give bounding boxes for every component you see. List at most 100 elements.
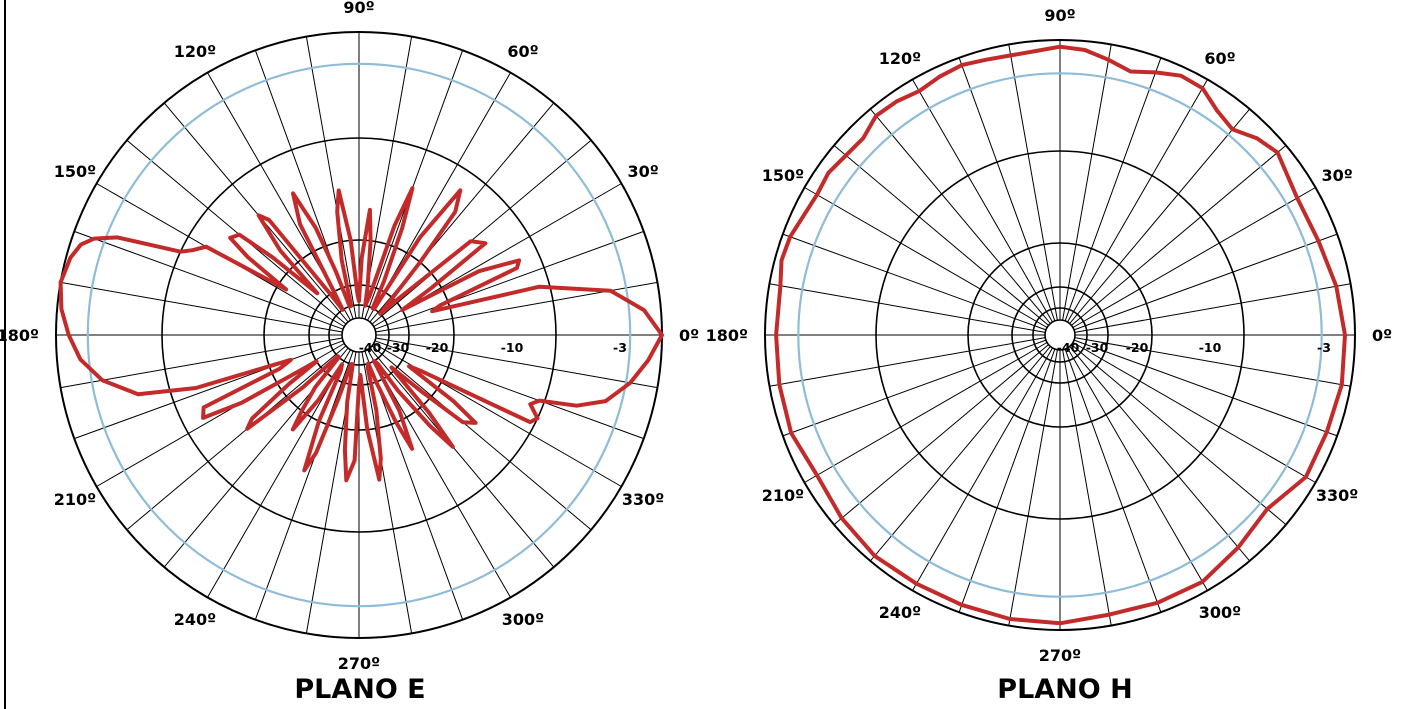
radial-spoke [1008, 44, 1058, 321]
radial-spoke [375, 281, 658, 333]
radial-spoke [1072, 187, 1316, 328]
radial-spoke [769, 283, 1046, 333]
radial-spoke [1064, 57, 1162, 322]
radial-spoke [1071, 144, 1287, 326]
radial-spoke [374, 230, 644, 330]
reference-ring [86, 62, 632, 608]
radial-spoke [1073, 233, 1338, 331]
radial-spoke [1074, 337, 1351, 387]
axis-labels: 0º 30º 60º 90º 120º 150º 180º 210º 240º 270º 300º 3… [706, 6, 1393, 665]
radial-spoke [1069, 346, 1251, 562]
angle-label: 270º [1039, 646, 1081, 665]
radial-spoke [1072, 342, 1316, 483]
grid-ring [263, 239, 455, 431]
pattern-line [774, 44, 1347, 626]
chart-title: PLANO H [997, 674, 1132, 705]
radial-label: -3 [613, 340, 627, 355]
radial-spoke [1067, 347, 1208, 591]
angle-label: 180º [0, 326, 39, 345]
radial-spoke [374, 340, 644, 440]
radial-spoke [74, 230, 344, 330]
radial-spoke [1062, 349, 1112, 626]
radial-spoke [1069, 108, 1251, 324]
radial-spoke [126, 139, 347, 325]
radial-spoke [1067, 79, 1208, 323]
axis-labels: 0º 30º 60º 90º 120º 150º 180º 210º 240º 270º 300º 3… [0, 0, 699, 673]
polar-chart-plano-h: 0º 30º 60º 90º 120º 150º 180º 210º 240º 270º 300º 3… [706, 6, 1393, 705]
radial-label: -30 [1086, 340, 1109, 355]
radial-spoke [1071, 344, 1287, 526]
radial-spoke [833, 344, 1049, 526]
chart-title: PLANO E [294, 674, 425, 705]
radial-spoke [126, 345, 347, 531]
angle-label: 270º [338, 654, 380, 673]
angle-label: 330º [622, 490, 664, 509]
radial-spoke [74, 340, 344, 440]
angle-label: 30º [627, 162, 658, 181]
polar-grid [55, 31, 663, 639]
radial-spoke [371, 139, 592, 325]
grid-ring [967, 242, 1153, 428]
angle-label: 240º [174, 610, 216, 629]
angle-label: 120º [174, 42, 216, 61]
radial-label: -10 [501, 340, 524, 355]
angle-label: 60º [1204, 49, 1235, 68]
angle-label: 90º [1044, 6, 1075, 25]
radial-spoke [254, 350, 354, 620]
angle-label: 330º [1316, 486, 1358, 505]
radial-spoke [958, 348, 1056, 613]
radial-spoke [1008, 349, 1058, 626]
grid-ring [875, 150, 1245, 520]
radial-label: -3 [1317, 340, 1331, 355]
angle-label: 300º [502, 610, 544, 629]
radial-spoke [804, 187, 1048, 328]
radial-spoke [371, 345, 592, 531]
grid-ring [1011, 286, 1109, 384]
angle-label: 210º [54, 490, 96, 509]
grid-ring [161, 137, 557, 533]
radial-spoke [769, 337, 1046, 387]
polar-grid [764, 39, 1356, 631]
radial-spoke [1062, 44, 1112, 321]
radial-label: -40 [359, 340, 382, 355]
radial-spoke [1064, 348, 1162, 613]
grid-ring [1044, 319, 1076, 351]
radial-label: -10 [1199, 340, 1222, 355]
reference-ring [797, 72, 1323, 598]
polar-chart-plano-e: 0º 30º 60º 90º 120º 150º 180º 210º 240º 270º 300º 3… [0, 0, 699, 705]
radial-label: -30 [387, 340, 410, 355]
radial-spoke [369, 347, 555, 568]
radial-spoke [782, 233, 1047, 331]
angle-label: 150º [54, 162, 96, 181]
radial-spoke [361, 351, 413, 634]
pattern-line [58, 186, 664, 483]
radial-spoke [912, 347, 1053, 591]
radial-spoke [958, 57, 1056, 322]
radial-spoke [804, 342, 1048, 483]
angle-label: 0º [679, 326, 699, 345]
radial-spoke [364, 50, 464, 320]
angle-label: 0º [1372, 326, 1392, 345]
grid-ring [764, 39, 1356, 631]
pattern-curve [58, 186, 664, 483]
pattern-curve [774, 44, 1347, 626]
grid-ring [341, 317, 377, 353]
radial-spoke [869, 108, 1051, 324]
angle-label: 30º [1321, 166, 1352, 185]
radial-spoke [163, 102, 349, 323]
angle-label: 180º [706, 326, 748, 345]
angle-label: 240º [879, 603, 921, 622]
radial-label: -40 [1057, 340, 1080, 355]
radial-spoke [305, 36, 357, 319]
radial-spoke [60, 337, 343, 389]
radial-spoke [869, 346, 1051, 562]
angle-label: 150º [762, 166, 804, 185]
radial-spoke [375, 337, 658, 389]
grid-ring [328, 304, 390, 366]
angle-label: 90º [343, 0, 374, 17]
angle-label: 210º [762, 486, 804, 505]
angle-label: 60º [507, 42, 538, 61]
radial-label: -20 [426, 340, 449, 355]
radial-spoke [912, 79, 1053, 323]
